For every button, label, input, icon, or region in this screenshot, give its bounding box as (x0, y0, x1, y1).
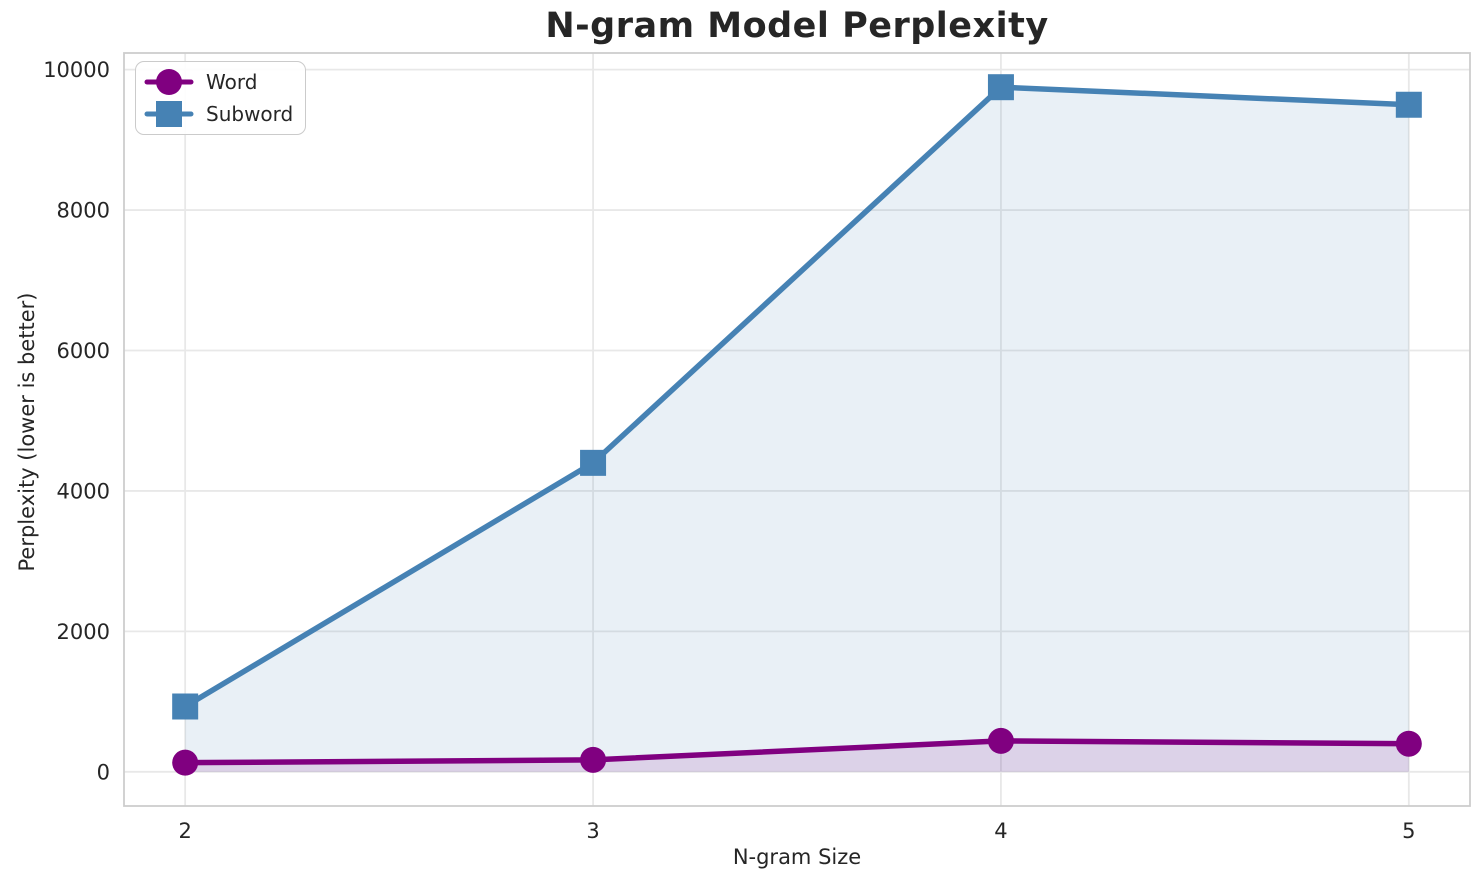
subword-series-swatch-icon (144, 101, 194, 127)
subword-area-fill (185, 87, 1409, 772)
subword-line (182, 84, 1412, 710)
legend-item-subword: Subword (144, 98, 293, 130)
y-tick-label: 2000 (57, 620, 110, 644)
legend: Word Subword (135, 61, 307, 135)
plot-border (123, 52, 1471, 807)
y-tick-label: 4000 (57, 479, 110, 503)
x-tick-label: 5 (1402, 819, 1415, 843)
y-tick-label: 8000 (57, 199, 110, 223)
x-tick-label: 4 (994, 819, 1007, 843)
subword-marker (987, 74, 1014, 101)
word-marker (580, 746, 607, 773)
y-tick-label: 10000 (43, 58, 110, 82)
word-marker (987, 727, 1014, 754)
subword-marker (1395, 91, 1422, 118)
subword-marker (580, 449, 607, 476)
legend-label-subword: Subword (206, 102, 294, 126)
word-marker (172, 749, 199, 776)
chart-title: N-gram Model Perplexity (545, 6, 1049, 46)
x-tick-label: 2 (178, 819, 191, 843)
word-marker (1395, 730, 1422, 757)
x-tick-label: 3 (586, 819, 599, 843)
word-line (182, 738, 1412, 766)
word-area-fill (185, 740, 1409, 772)
legend-item-word: Word (144, 66, 293, 98)
subword-marker (172, 693, 199, 720)
y-tick-label: 0 (97, 760, 110, 784)
word-series-swatch-icon (144, 69, 194, 95)
y-tick-label: 6000 (57, 339, 110, 363)
legend-label-word: Word (206, 70, 258, 94)
x-axis-label: N-gram Size (732, 845, 862, 869)
